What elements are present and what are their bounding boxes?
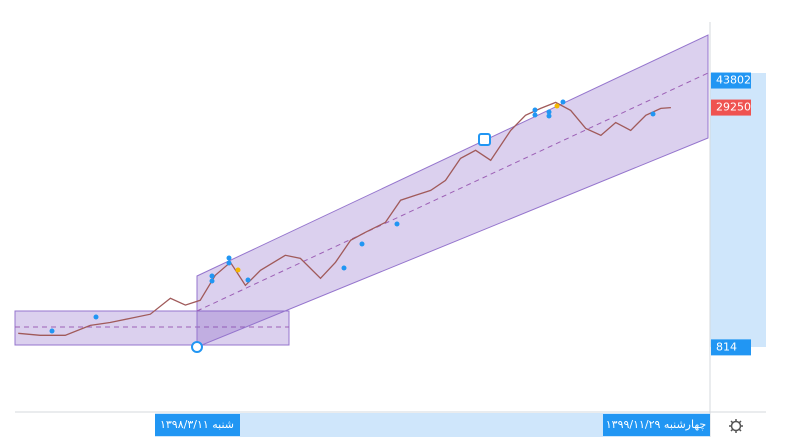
price-line [18,101,671,336]
channel-midline [196,72,709,312]
range-label-box [603,414,710,436]
range-label-box [155,414,240,436]
anchor-handle[interactable] [478,133,491,146]
price-label: 43802 [716,74,751,87]
price-label: 814 [716,340,737,353]
anchor-handle[interactable] [191,341,203,353]
y-range-highlight [710,73,766,347]
range-start-label: شنبه ۱۳۹۸/۳/۱۱ [160,418,234,431]
markers [49,99,656,334]
price-label-box [711,339,751,356]
settings-icon[interactable] [729,419,743,433]
parallel-channel [196,34,709,348]
price-label: 29250 [716,101,751,114]
price-label-box [711,99,751,116]
range-end-label: چهارشنبه ۱۳۹۹/۱۱/۲۹ [606,418,706,431]
price-label-box [711,72,751,89]
